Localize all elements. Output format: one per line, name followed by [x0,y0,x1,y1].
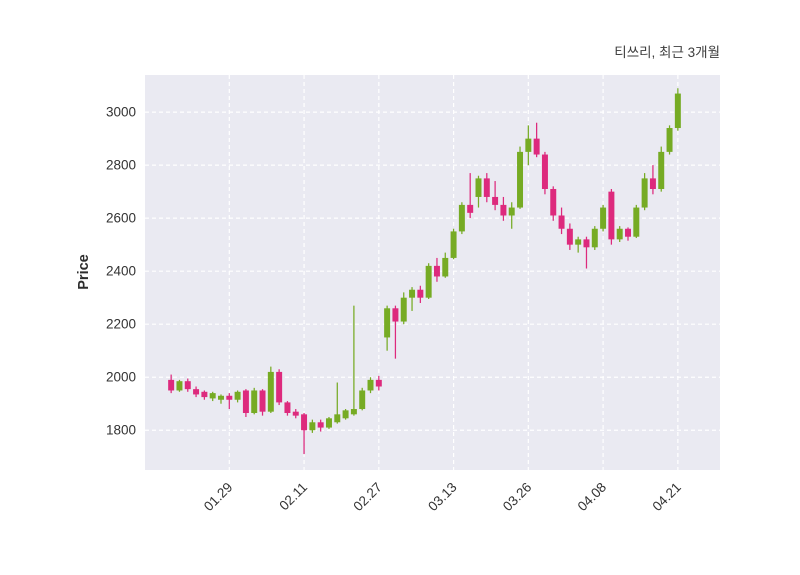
candle-body [433,265,440,277]
candle-body [575,239,582,245]
candle-body [284,402,291,414]
candle-body [409,289,416,298]
candle-body [467,204,474,213]
candle-body [325,418,332,428]
candle-body [193,389,200,395]
candle-body [334,414,341,423]
candle-body [209,393,216,399]
candle-body [350,409,357,415]
candle-body [442,257,449,277]
x-tick-label: 03.13 [425,480,460,515]
candle-body [583,239,590,248]
candle-body [309,422,316,431]
candle-body [550,188,557,216]
candle-body [508,207,515,216]
plot-background [145,75,720,470]
candle-body [218,395,224,400]
candle-body [616,228,623,240]
candle-body [168,379,175,391]
candle-body [226,395,233,400]
candle-body [591,228,598,248]
candle-body [400,297,407,322]
candle-body [342,410,349,419]
candle-body [658,151,665,189]
candle-body [525,138,532,152]
y-tick-label: 2600 [106,211,136,226]
x-tick-label: 01.29 [201,480,236,515]
candle-body [184,381,191,390]
candle-body [450,231,457,258]
candle-body [317,422,324,428]
candle-body [674,93,681,129]
candle-body [392,308,399,322]
y-tick-label: 2000 [106,370,136,385]
candle-body [242,390,249,414]
x-tick-label: 04.08 [575,480,610,515]
candle-body [633,207,640,237]
candle-body [500,204,507,216]
candle-body [417,289,424,298]
candle-body [367,379,374,391]
candle-body [517,151,524,208]
candle-body [375,379,382,387]
x-tick-label: 02.27 [350,480,385,515]
y-tick-label: 3000 [106,105,136,120]
candle-body [483,178,490,197]
candle-body [566,228,573,245]
candle-body [234,391,241,400]
candle-body [625,228,631,237]
candle-body [600,207,607,229]
candle-body [301,414,308,431]
candle-body [292,411,299,416]
candle-body [533,138,540,155]
candle-body [384,308,391,338]
candle-body [641,178,648,208]
candle-body [359,390,366,410]
candle-body [541,154,548,189]
candle-body [558,215,565,229]
candle-body [492,196,499,205]
y-tick-label: 2400 [106,264,136,279]
candle-body [458,204,465,232]
candle-body [649,178,656,189]
candle-body [475,178,482,197]
x-tick-label: 03.26 [500,480,535,515]
y-tick-label: 1800 [106,423,136,438]
y-tick-label: 2200 [106,317,136,332]
candle-body [276,371,283,403]
candle-body [251,390,258,414]
plot-area: 1800 2000 2200 2400 2600 2800 3000 01.29 02.11 02… [106,75,720,514]
y-tick-label: 2800 [106,158,136,173]
candle-body [666,128,673,152]
candle-body [425,265,432,298]
y-axis-label: Price [76,254,92,289]
candle-body [259,390,266,412]
candle-body [176,381,183,391]
candle-body [201,391,208,398]
x-tick-label: 04.21 [649,480,684,515]
x-tick-label: 02.11 [276,480,310,514]
candle-body [267,371,274,412]
candle-body [608,191,615,240]
chart-title: 티쓰리, 최근 3개월 [614,45,720,60]
